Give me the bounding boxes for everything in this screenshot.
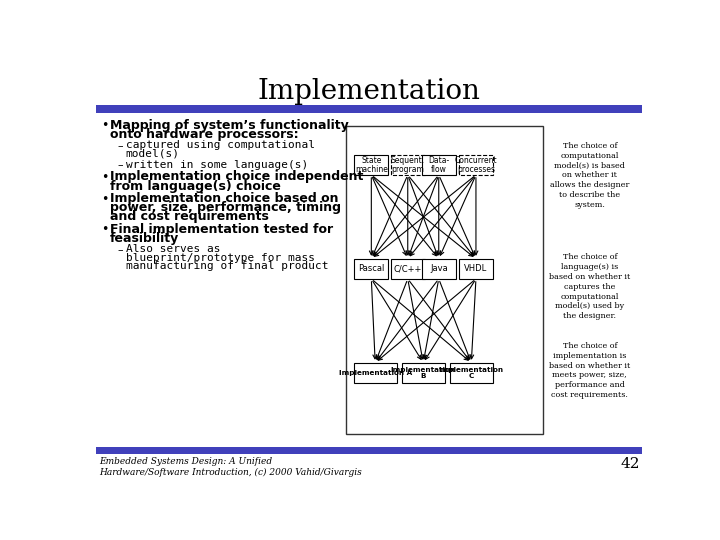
Text: Final implementation tested for: Final implementation tested for (110, 222, 333, 235)
Text: Implementation A: Implementation A (338, 370, 412, 376)
Bar (391, 259, 425, 279)
Text: Implementation
C: Implementation C (438, 367, 504, 379)
Text: Implementation: Implementation (258, 78, 480, 105)
Text: •: • (101, 193, 108, 206)
Bar (422, 155, 456, 175)
Bar (354, 155, 388, 175)
Text: The choice of
language(s) is
based on whether it
captures the
computational
mode: The choice of language(s) is based on wh… (549, 253, 631, 320)
Bar (96, 105, 642, 113)
Text: State
machine: State machine (355, 156, 388, 174)
Text: –: – (118, 160, 124, 170)
Text: Embedded Systems Design: A Unified
Hardware/Software Introduction, (c) 2000 Vahi: Embedded Systems Design: A Unified Hardw… (99, 457, 362, 477)
Text: Mapping of system’s functionality: Mapping of system’s functionality (110, 119, 349, 132)
Bar (96, 447, 642, 455)
Text: 42: 42 (621, 457, 640, 471)
Text: manufacturing of final product: manufacturing of final product (126, 261, 328, 271)
Text: Implementation
B: Implementation B (391, 367, 456, 379)
Bar (391, 155, 425, 175)
Text: Java: Java (430, 265, 448, 273)
Bar (346, 126, 544, 434)
Bar (354, 259, 388, 279)
Text: feasibility: feasibility (110, 232, 179, 245)
Text: Implementation choice based on: Implementation choice based on (110, 192, 338, 205)
Bar (459, 259, 493, 279)
Text: The choice of
computational
model(s) is based
on whether it
allows the designer
: The choice of computational model(s) is … (550, 142, 629, 208)
Text: Pascal: Pascal (358, 265, 384, 273)
Bar (422, 259, 456, 279)
Bar (402, 363, 445, 383)
Text: blueprint/prototype for mass: blueprint/prototype for mass (126, 253, 315, 262)
Text: Data-
flow: Data- flow (428, 156, 449, 174)
Text: power, size, performance, timing: power, size, performance, timing (110, 201, 341, 214)
Text: –: – (118, 141, 124, 151)
Text: Also serves as: Also serves as (126, 244, 220, 254)
Bar (449, 363, 493, 383)
Text: C/C++: C/C++ (394, 265, 422, 273)
Text: Implementation choice independent: Implementation choice independent (110, 170, 364, 183)
Text: captured using computational: captured using computational (126, 140, 315, 150)
Text: onto hardware processors:: onto hardware processors: (110, 128, 299, 141)
Text: •: • (101, 171, 108, 184)
Text: •: • (101, 119, 108, 132)
Text: •: • (101, 224, 108, 237)
Text: –: – (118, 245, 124, 255)
Bar (354, 363, 397, 383)
Text: written in some language(s): written in some language(s) (126, 159, 308, 170)
Text: from language(s) choice: from language(s) choice (110, 179, 281, 193)
Text: model(s): model(s) (126, 148, 180, 159)
Bar (459, 155, 493, 175)
Text: and cost requirements: and cost requirements (110, 211, 269, 224)
Text: The choice of
implementation is
based on whether it
meets power, size,
performan: The choice of implementation is based on… (549, 342, 631, 399)
Text: Sequent.
program: Sequent. program (391, 156, 425, 174)
Text: Concurrent
processes: Concurrent processes (454, 156, 498, 174)
Text: VHDL: VHDL (464, 265, 487, 273)
